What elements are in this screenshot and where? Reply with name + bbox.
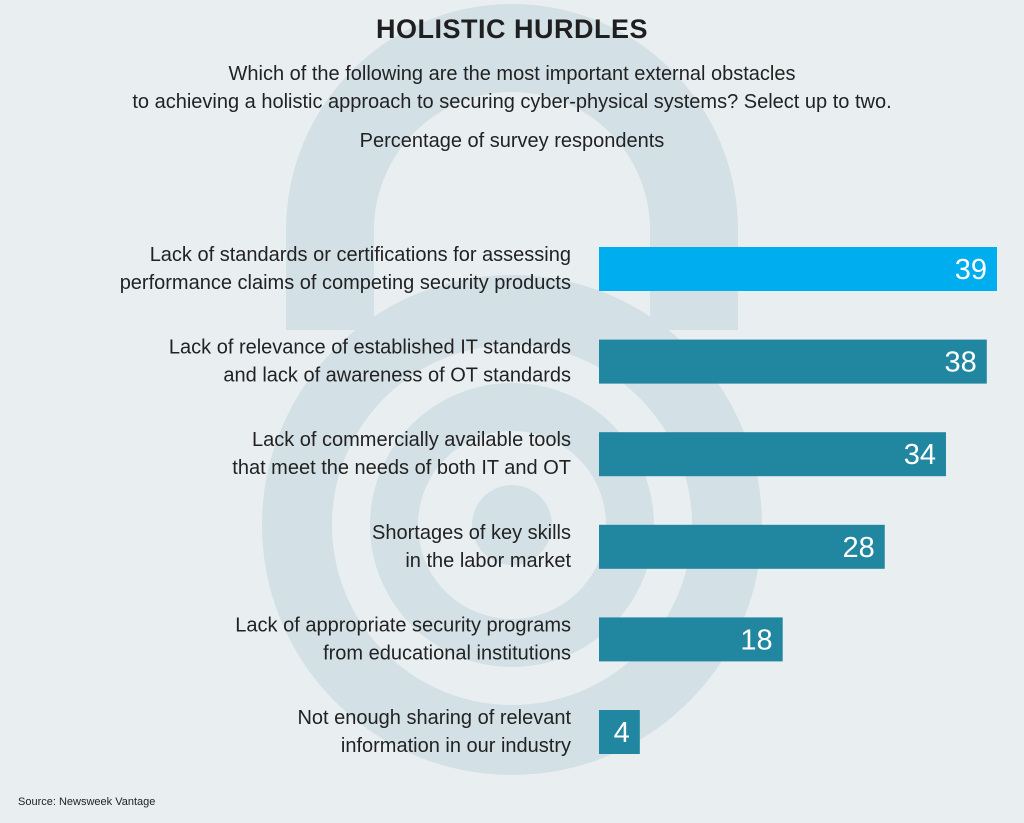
bar	[599, 617, 783, 662]
subtitle-line-1: Which of the following are the most impo…	[228, 63, 796, 85]
bar-value-label: 18	[740, 624, 772, 656]
category-label: Lack of relevance of established IT stan…	[169, 337, 571, 387]
category-label-line: Lack of appropriate security programs	[235, 614, 571, 636]
category-label-line: and lack of awareness of OT standards	[223, 365, 571, 387]
bar	[599, 710, 640, 754]
category-label: Lack of standards or certifications for …	[120, 244, 571, 294]
chart-subtitle: Which of the following are the most impo…	[0, 60, 1024, 116]
bar	[599, 524, 885, 569]
bar	[599, 339, 987, 384]
category-label: Shortages of key skills in the labor mark…	[372, 522, 571, 572]
category-label-line: information in our industry	[341, 735, 571, 757]
bar	[599, 432, 946, 477]
category-label-line: that meet the needs of both IT and OT	[232, 457, 571, 479]
chart-title: HOLISTIC HURDLES	[375, 14, 648, 44]
units-label: Percentage of survey respondents	[359, 130, 665, 152]
bar-value-label: 34	[904, 439, 936, 471]
category-label: Lack of commercially available tools that…	[232, 429, 571, 479]
category-label-line: from educational institutions	[323, 642, 571, 664]
category-label-line: Lack of standards or certifications for …	[150, 244, 571, 266]
category-label-line: Shortages of key skills	[372, 522, 571, 544]
category-label-line: Lack of relevance of established IT stan…	[169, 337, 571, 359]
category-label: Lack of appropriate security programs fro…	[235, 614, 571, 664]
bar-value-label: 28	[842, 532, 874, 564]
source-note: Source: Newsweek Vantage	[18, 796, 156, 808]
category-label-line: Lack of commercially available tools	[252, 429, 571, 451]
bar	[599, 247, 997, 291]
subtitle-line-2: to achieving a holistic approach to secu…	[132, 91, 892, 113]
bar-value-label: 39	[955, 254, 987, 286]
category-label-line: Not enough sharing of relevant	[297, 707, 571, 729]
category-label-line: performance claims of competing security…	[120, 272, 571, 294]
padlock-gear-icon	[262, 4, 762, 775]
category-label-line: in the labor market	[405, 550, 571, 572]
category-label: Not enough sharing of relevant informatio…	[297, 707, 571, 757]
bar-value-label: 38	[945, 347, 977, 379]
bar-value-label: 4	[614, 717, 630, 749]
